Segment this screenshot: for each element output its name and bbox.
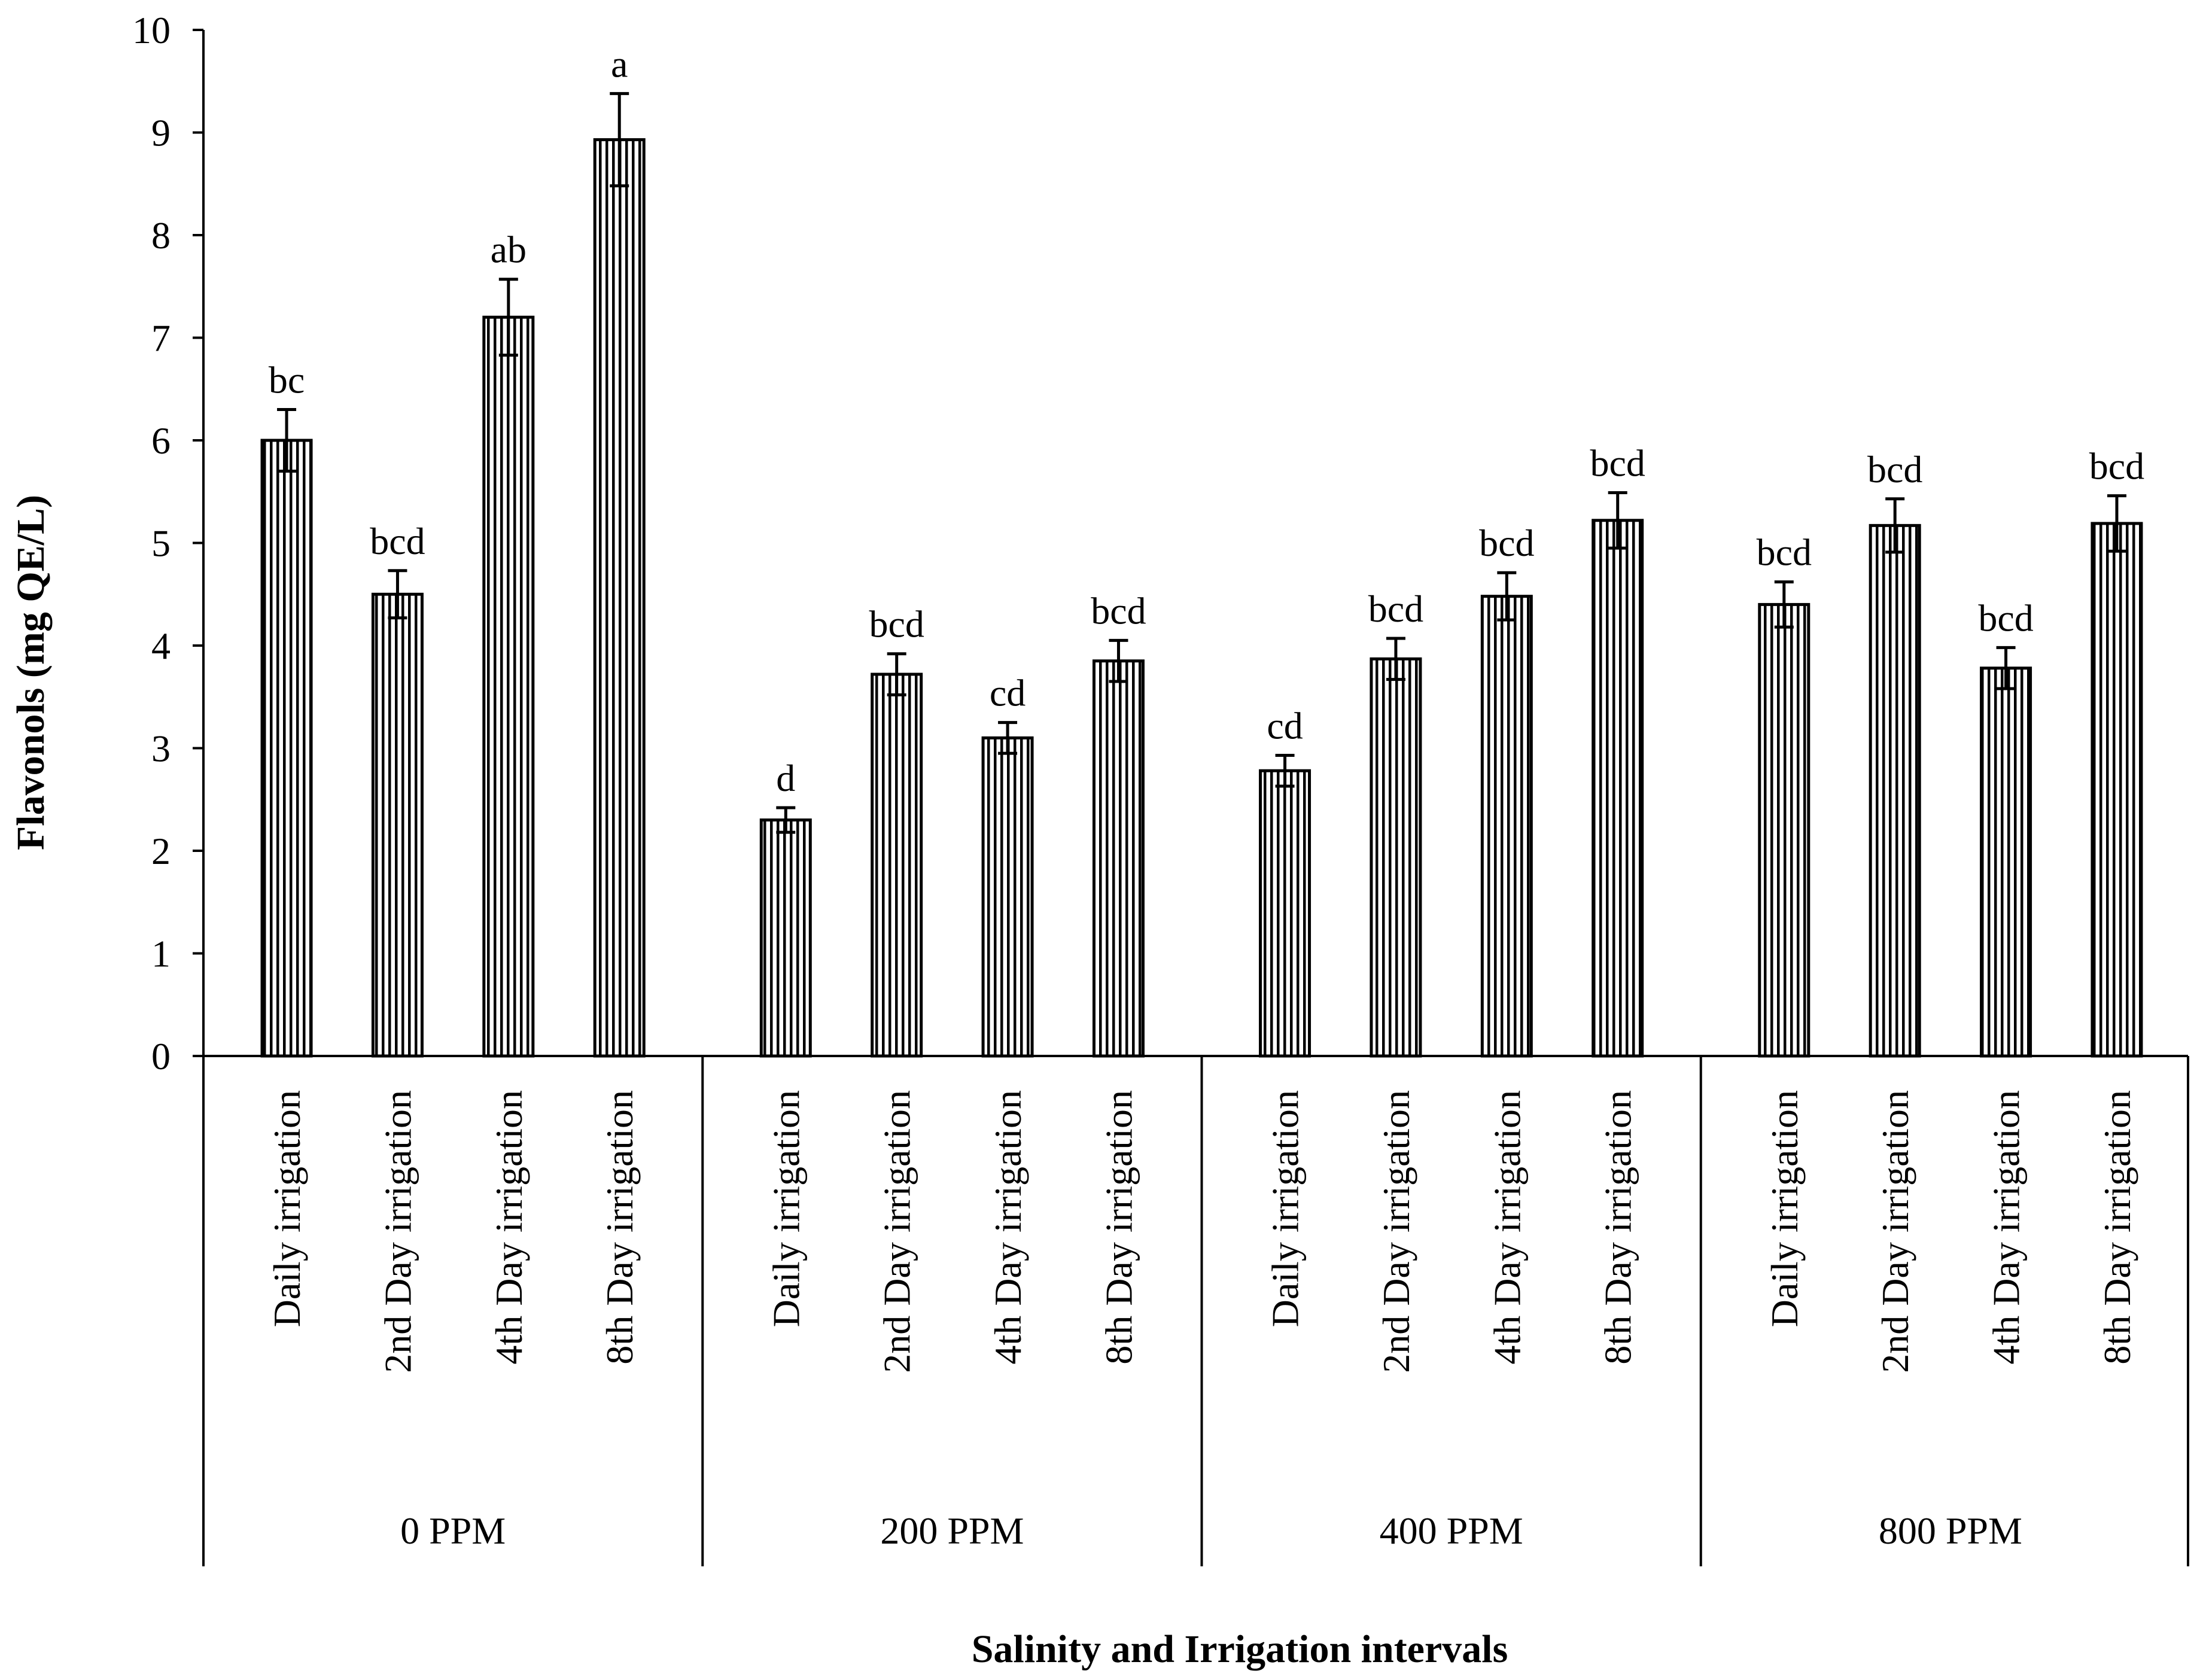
significance-letter: bc xyxy=(269,359,305,401)
x-category-label: Daily irrigation xyxy=(1763,1090,1806,1327)
bar xyxy=(871,672,923,1058)
x-group-label: 400 PPM xyxy=(1380,1509,1523,1552)
y-tick-label: 1 xyxy=(151,933,171,975)
x-category-label: 4th Day irrigation xyxy=(1985,1090,2028,1365)
bar xyxy=(981,736,1034,1058)
bar xyxy=(1869,524,1921,1058)
y-tick-label: 7 xyxy=(151,317,171,360)
x-group-label: 800 PPM xyxy=(1879,1509,2022,1552)
x-category-label: 2nd Day irrigation xyxy=(876,1090,918,1373)
x-category-label: Daily irrigation xyxy=(1264,1090,1307,1327)
x-category-label: 4th Day irrigation xyxy=(1486,1090,1528,1365)
significance-letter: a xyxy=(611,42,628,85)
x-group-label: 0 PPM xyxy=(400,1509,506,1552)
significance-letter: bcd xyxy=(1368,588,1423,630)
x-group-label: 200 PPM xyxy=(880,1509,1024,1552)
bar xyxy=(1370,657,1422,1058)
significance-letter: bcd xyxy=(1757,531,1812,574)
x-category-label: 2nd Day irrigation xyxy=(1874,1090,1916,1373)
significance-letter: bcd xyxy=(1978,596,2033,639)
significance-letter: bcd xyxy=(869,603,924,646)
bar xyxy=(482,315,535,1058)
x-category-label: 2nd Day irrigation xyxy=(376,1090,419,1373)
x-axis-title: Salinity and Irrigation intervals xyxy=(972,1627,1508,1671)
bar xyxy=(1758,602,1810,1058)
y-tick-label: 5 xyxy=(151,522,171,565)
y-tick-label: 0 xyxy=(151,1035,171,1078)
bars-layer: bc bcd ab a d bcd cd bcd cd bcd bcd bcd bcd bcd bcd bcd xyxy=(260,42,2144,1058)
significance-letter: ab xyxy=(491,229,527,271)
x-category-label: 2nd Day irrigation xyxy=(1375,1090,1417,1373)
significance-letter: cd xyxy=(990,672,1026,714)
y-tick-label: 10 xyxy=(132,9,171,51)
y-tick-label: 6 xyxy=(151,419,171,462)
x-category-label: 8th Day irrigation xyxy=(1097,1090,1140,1365)
significance-letter: bcd xyxy=(1867,448,1922,491)
bar xyxy=(1092,659,1145,1058)
x-category-label: Daily irrigation xyxy=(266,1090,308,1327)
bar xyxy=(593,138,646,1058)
y-tick-label: 4 xyxy=(151,625,171,667)
x-category-label: Daily irrigation xyxy=(765,1090,807,1327)
bar xyxy=(371,592,424,1058)
y-tick-label: 9 xyxy=(151,112,171,154)
y-axis: 0 1 2 3 4 5 6 7 8 9 10 xyxy=(132,9,205,1078)
significance-letter: cd xyxy=(1267,705,1303,747)
bar xyxy=(260,439,313,1058)
y-tick-label: 8 xyxy=(151,214,171,257)
x-category-label: 8th Day irrigation xyxy=(598,1090,641,1365)
x-axis: Daily irrigation 2nd Day irrigation 4th Da… xyxy=(202,1055,2189,1566)
x-category-label: 8th Day irrigation xyxy=(1597,1090,1639,1365)
significance-letter: bcd xyxy=(2089,445,2144,488)
significance-letter: bcd xyxy=(1479,522,1534,564)
bar xyxy=(1480,595,1533,1058)
x-category-label: 4th Day irrigation xyxy=(488,1090,530,1365)
bar xyxy=(1592,519,1644,1058)
x-category-label: 4th Day irrigation xyxy=(987,1090,1029,1365)
significance-letter: bcd xyxy=(370,520,425,562)
bar xyxy=(1980,666,2032,1058)
y-axis-title: Flavonols (mg QE/L) xyxy=(9,495,53,850)
bar xyxy=(2091,522,2143,1058)
significance-letter: d xyxy=(776,757,795,799)
x-category-label: 8th Day irrigation xyxy=(2096,1090,2138,1365)
significance-letter: bcd xyxy=(1091,589,1146,632)
y-tick-label: 3 xyxy=(151,728,171,770)
bar xyxy=(1259,769,1312,1058)
bar xyxy=(759,818,812,1058)
significance-letter: bcd xyxy=(1590,442,1645,484)
y-tick-label: 2 xyxy=(151,830,171,872)
